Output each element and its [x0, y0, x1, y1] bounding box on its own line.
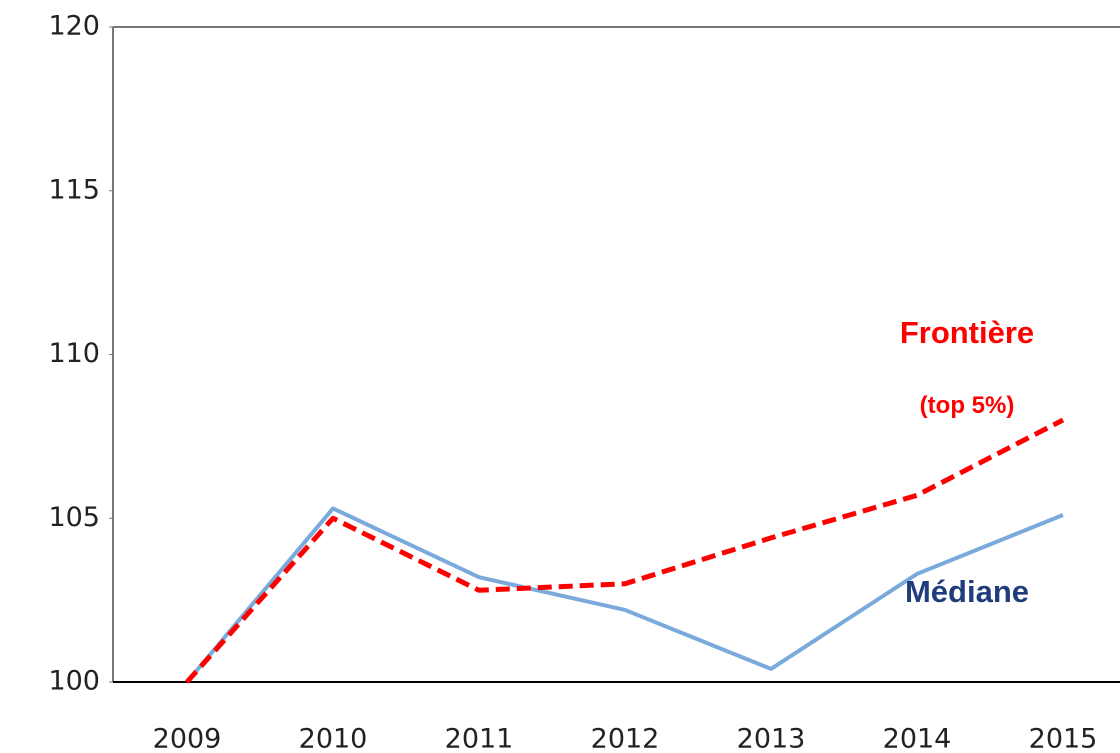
series-line: [185, 506, 1064, 684]
x-tick-label: 2011: [445, 724, 514, 753]
x-tick-label: 2009: [153, 724, 222, 753]
x-tick-label: 2013: [737, 724, 806, 753]
annotation: (top 5%): [920, 392, 1015, 419]
y-tick-label: 105: [48, 502, 100, 533]
series-line: [185, 417, 1065, 684]
annotation: Frontière: [900, 315, 1034, 350]
y-tick-label: 120: [48, 11, 100, 42]
x-tick-label: 2010: [299, 724, 368, 753]
x-tick-label: 2014: [883, 724, 952, 753]
x-tick-label: 2012: [591, 724, 660, 753]
annotation: Médiane: [905, 574, 1029, 609]
y-tick-label: 115: [48, 174, 100, 205]
y-tick-label: 100: [48, 666, 100, 697]
x-tick-label: 2015: [1029, 724, 1098, 753]
y-tick-label: 110: [48, 338, 100, 369]
